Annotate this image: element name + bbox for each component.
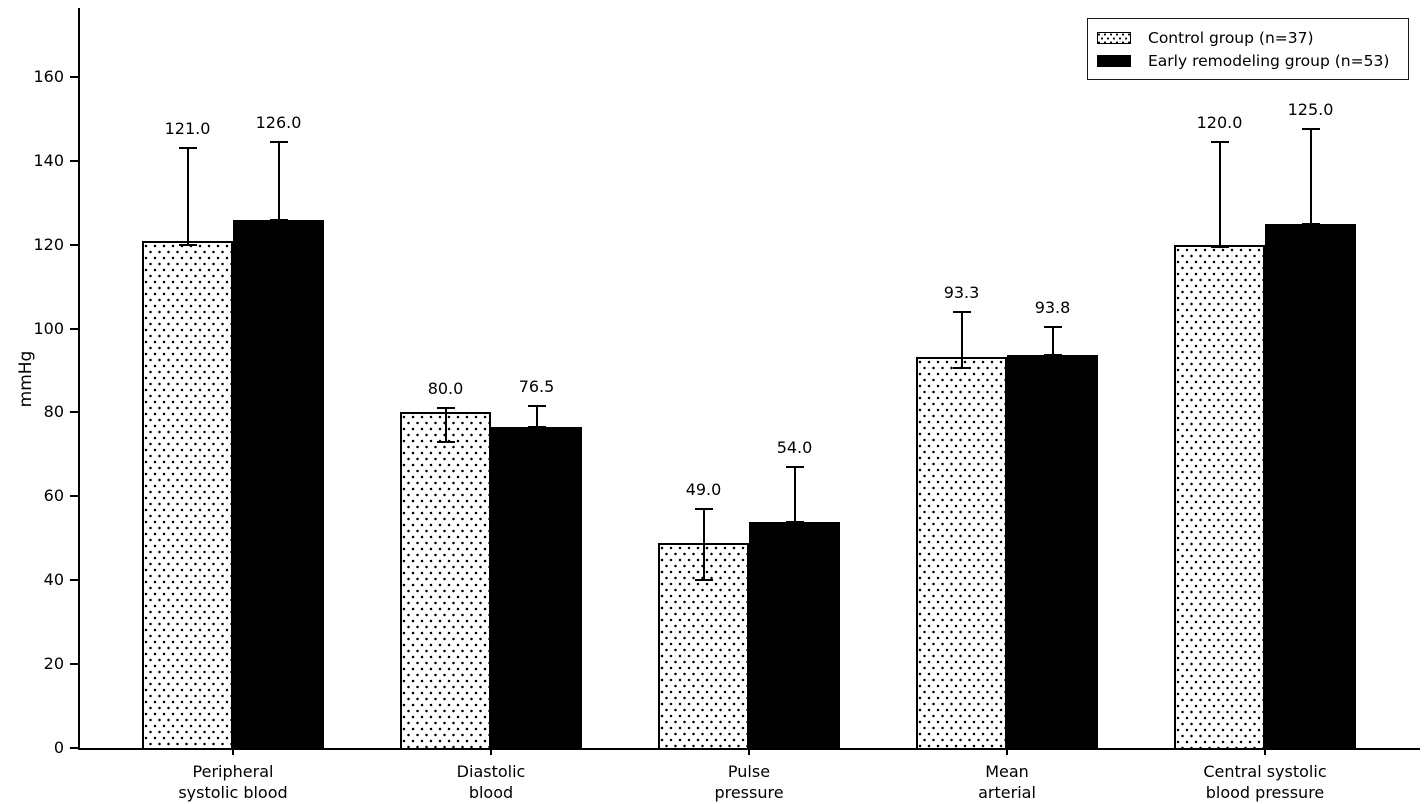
y-tick	[70, 327, 78, 330]
error-bar-cap-top-remodeling-3	[1043, 325, 1062, 328]
legend-item-control-group: Control group (n=37)	[1097, 26, 1399, 49]
x-tick-label-line: systolic blood	[178, 783, 288, 802]
y-tick-label: 140	[33, 150, 64, 170]
bar-value-label-remodeling-4: 125.0	[1287, 100, 1334, 120]
y-tick	[70, 243, 78, 246]
y-tick	[70, 411, 78, 414]
error-bar-cap-bottom-control-0	[178, 243, 197, 246]
error-bar-cap-bottom-control-3	[952, 367, 971, 370]
error-bar-cap-top-control-3	[952, 310, 971, 313]
legend-swatch-solid-icon	[1097, 54, 1131, 67]
bar-remodeling-1	[491, 427, 582, 750]
error-bar-cap-bottom-remodeling-0	[269, 218, 288, 221]
y-tick-label: 40	[43, 570, 64, 590]
x-tick-label-line: blood pressure	[1205, 783, 1325, 802]
bar-value-label-control-4: 120.0	[1196, 112, 1243, 132]
bar-remodeling-2	[749, 521, 840, 750]
legend-swatch-dotted-icon	[1097, 31, 1131, 44]
bar-value-label-remodeling-0: 126.0	[255, 112, 302, 132]
bar-value-label-control-2: 49.0	[685, 479, 722, 499]
x-tick-label-line: Peripheral	[192, 762, 274, 781]
x-tick-label-line: Mean	[985, 762, 1029, 781]
legend-item-early-remodeling-group: Early remodeling group (n=53)	[1097, 49, 1399, 72]
error-bar-cap-bottom-control-4	[1210, 245, 1229, 248]
error-bar-cap-bottom-remodeling-1	[527, 426, 546, 429]
bar-value-label-control-1: 80.0	[427, 379, 464, 399]
y-axis-line	[78, 8, 80, 750]
error-bar-line-remodeling-1	[535, 406, 538, 428]
bar-control-3	[916, 356, 1007, 750]
error-bar-cap-bottom-control-2	[694, 579, 713, 582]
bar-value-label-control-0: 121.0	[164, 119, 211, 139]
error-bar-cap-top-control-0	[178, 147, 197, 150]
bar-value-label-remodeling-3: 93.8	[1034, 297, 1071, 317]
bar-remodeling-0	[233, 219, 324, 750]
x-tick-label: Peripheral systolic blood	[103, 761, 363, 803]
x-tick	[1264, 750, 1266, 755]
y-tick	[70, 579, 78, 582]
y-tick	[70, 159, 78, 162]
error-bar-cap-top-remodeling-4	[1301, 128, 1320, 131]
bar-remodeling-4	[1265, 223, 1356, 750]
bar-value-label-control-3: 93.3	[943, 282, 980, 302]
error-bar-line-remodeling-3	[1051, 326, 1054, 355]
y-tick	[70, 495, 78, 498]
legend: Control group (n=37) Early remodeling gr…	[1087, 18, 1409, 80]
error-bar-line-control-1	[444, 408, 447, 442]
bar-control-4	[1174, 244, 1265, 750]
error-bar-cap-top-remodeling-0	[269, 140, 288, 143]
y-tick-label: 160	[33, 66, 64, 86]
error-bar-line-control-2	[702, 508, 705, 581]
x-tick	[490, 750, 492, 755]
error-bar-cap-bottom-control-1	[436, 440, 455, 443]
x-tick	[1006, 750, 1008, 755]
x-tick-label-line: blood	[468, 783, 514, 802]
y-tick	[70, 663, 78, 666]
bar-value-label-remodeling-1: 76.5	[518, 377, 555, 397]
bar-control-1	[400, 412, 491, 750]
legend-label-control-group: Control group (n=37)	[1148, 28, 1314, 47]
error-bar-line-control-0	[186, 148, 189, 245]
error-bar-line-remodeling-2	[793, 467, 796, 522]
error-bar-line-control-4	[1218, 141, 1221, 247]
y-tick	[70, 747, 78, 749]
x-tick-label-line: pressure	[714, 783, 784, 802]
error-bar-cap-top-control-4	[1210, 140, 1229, 143]
x-tick-label-line: arterial	[978, 783, 1036, 802]
error-bar-cap-bottom-remodeling-4	[1301, 222, 1320, 225]
error-bar-cap-bottom-remodeling-2	[785, 520, 804, 523]
error-bar-cap-top-control-2	[694, 507, 713, 510]
x-tick-label: Central systolic blood pressure	[1135, 761, 1395, 803]
y-tick-label: 80	[43, 402, 64, 422]
x-tick-label-line: Pulse	[727, 762, 771, 781]
x-tick-label: Pulse pressure	[619, 761, 879, 803]
legend-label-early-remodeling-group: Early remodeling group (n=53)	[1148, 51, 1390, 70]
error-bar-cap-bottom-remodeling-3	[1043, 353, 1062, 356]
y-tick-label: 20	[43, 654, 64, 674]
y-tick-label: 120	[33, 234, 64, 254]
error-bar-cap-top-control-1	[436, 407, 455, 410]
error-bar-line-remodeling-4	[1309, 129, 1312, 224]
bar-control-0	[142, 240, 233, 750]
y-tick-label: 60	[43, 486, 64, 506]
y-tick-label: 0	[53, 738, 64, 757]
x-tick-label: Mean arterial	[877, 761, 1137, 803]
x-tick-label-line: Diastolic	[456, 762, 526, 781]
bar-value-label-remodeling-2: 54.0	[776, 438, 813, 457]
x-tick	[232, 750, 234, 755]
error-bar-cap-top-remodeling-2	[785, 466, 804, 468]
error-bar-cap-top-remodeling-1	[527, 405, 546, 408]
error-bar-line-control-3	[960, 311, 963, 369]
y-tick	[70, 75, 78, 78]
x-tick-label-line: Central systolic	[1203, 762, 1327, 781]
bar-remodeling-3	[1007, 354, 1098, 750]
error-bar-line-remodeling-0	[277, 141, 280, 220]
y-tick-label: 100	[33, 318, 64, 338]
y-axis-title: mmHg	[16, 350, 36, 408]
x-tick	[748, 750, 750, 755]
x-tick-label: Diastolic blood	[361, 761, 621, 803]
